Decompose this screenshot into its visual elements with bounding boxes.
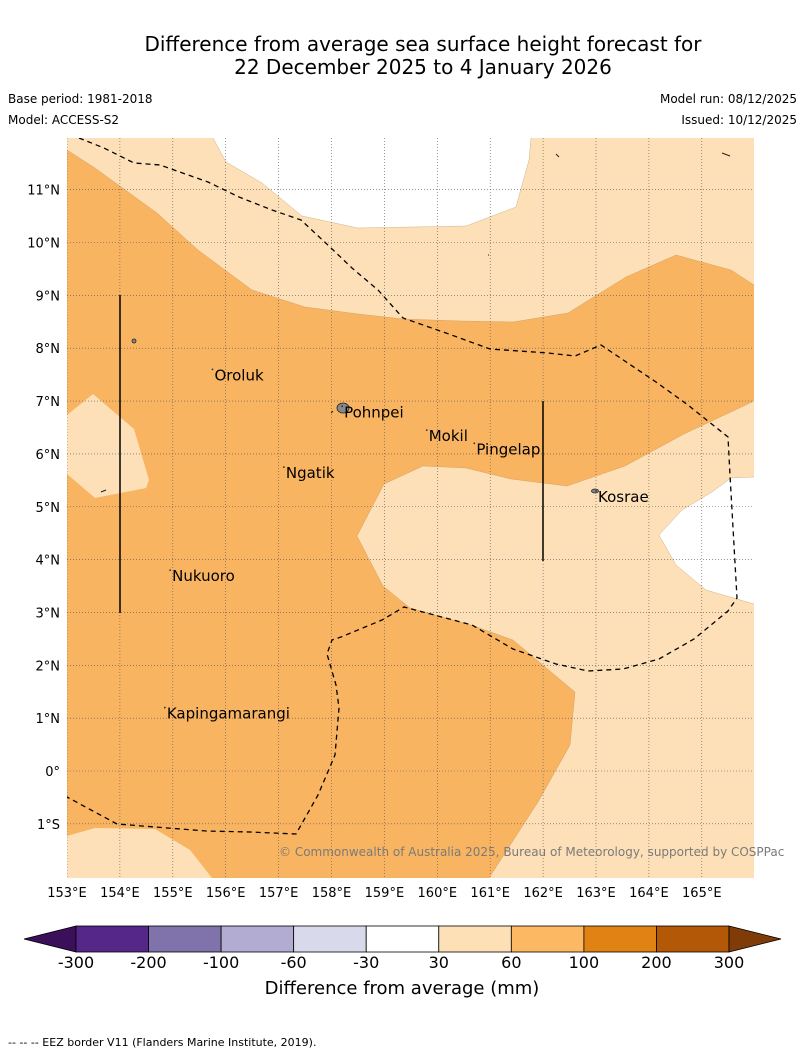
lat-tick-label: 6°N: [36, 448, 61, 463]
place-label-oroluk: Oroluk: [214, 366, 263, 384]
lon-tick-label: 154°E: [100, 886, 140, 901]
place-marker: [282, 466, 285, 469]
colorbar-tick-label: 200: [641, 953, 672, 972]
latitude-tick-labels: 11°N 10°N 9°N 8°N 7°N 6°N 5°N 4°N 3°N 2°N 1°N 0° 1°S: [27, 184, 60, 833]
place-marker: [425, 429, 428, 432]
lat-tick-label: 11°N: [27, 184, 60, 199]
place-label-mokil: Mokil: [429, 427, 468, 445]
lon-tick-label: 160°E: [418, 886, 458, 901]
island-north-west: [131, 338, 137, 344]
chart-title-line2: 22 December 2025 to 4 January 2026: [234, 55, 612, 79]
place-marker: [211, 368, 214, 371]
colorbar-tick-label: 30: [429, 953, 449, 972]
base-period: Base period: 1981-2018: [8, 92, 153, 106]
colorbar-title: Difference from average (mm): [264, 978, 540, 999]
lat-tick-label: 10°N: [27, 237, 60, 252]
lon-tick-label: 165°E: [682, 886, 722, 901]
chart-title-line1: Difference from average sea surface heig…: [144, 32, 702, 56]
lat-tick-label: 1°N: [36, 712, 61, 727]
place-label-pingelap: Pingelap: [476, 440, 540, 458]
lat-tick-label: 8°N: [36, 342, 61, 357]
eez-footnote: -- -- -- EEZ border V11 (Flanders Marine…: [8, 1036, 317, 1049]
lon-tick-label: 157°E: [259, 886, 299, 901]
colorbar-segment: [148, 925, 222, 953]
colorbar-segment: [510, 925, 585, 953]
colorbar-segment: [293, 925, 367, 953]
lon-tick-label: 159°E: [365, 886, 405, 901]
place-label-ngatik: Ngatik: [286, 464, 335, 482]
lon-tick-label: 161°E: [470, 886, 510, 901]
colorbar-tick-label: -100: [203, 953, 239, 972]
colorbar-tick-label: 100: [569, 953, 600, 972]
place-label-kosrae: Kosrae: [598, 488, 649, 506]
contour-light-southwest: [67, 828, 212, 878]
lat-tick-label: 9°N: [36, 289, 61, 304]
colorbar: -300 -200 -100 -60 -30 30 60 100 200 300: [23, 925, 782, 972]
lat-tick-label: 1°S: [37, 818, 60, 833]
copyright-credit: © Commonwealth of Australia 2025, Bureau…: [279, 845, 785, 859]
place-marker: [473, 442, 476, 445]
place-label-kapingamarangi: Kapingamarangi: [167, 705, 290, 723]
colorbar-tick-label: -30: [353, 953, 379, 972]
lon-tick-label: 158°E: [312, 886, 352, 901]
colorbar-segment: [365, 925, 440, 953]
colorbar-segment: [220, 925, 295, 953]
place-marker: [163, 706, 166, 709]
lon-tick-label: 163°E: [576, 886, 616, 901]
place-marker: [341, 405, 343, 408]
lon-tick-label: 164°E: [629, 886, 669, 901]
model-name: Model: ACCESS-S2: [8, 113, 120, 127]
colorbar-extend-low: [23, 925, 77, 953]
place-marker: [595, 489, 597, 492]
lat-tick-label: 5°N: [36, 501, 61, 516]
colorbar-extend-high: [728, 925, 782, 953]
model-run: Model run: 08/12/2025: [659, 92, 797, 106]
lon-tick-label: 155°E: [153, 886, 193, 901]
place-labels: Oroluk Pohnpei Mokil Pingelap Ngatik Kosrae Nu…: [163, 366, 649, 723]
place-label-pohnpei: Pohnpei: [344, 403, 404, 421]
colorbar-segment: [583, 925, 657, 953]
lat-tick-label: 0°: [45, 765, 60, 780]
colorbar-tick-label: 60: [501, 953, 521, 972]
contour-neutral-north: [213, 138, 531, 228]
lat-tick-label: 7°N: [36, 395, 61, 410]
lon-tick-label: 162°E: [523, 886, 563, 901]
gridlines: [67, 138, 754, 878]
lon-tick-label: 156°E: [206, 886, 246, 901]
colorbar-tick-label: -300: [58, 953, 94, 972]
lat-tick-label: 4°N: [36, 554, 61, 569]
small-islets: [100, 152, 731, 493]
contour-neutral-east: [659, 477, 754, 604]
eez-border: [67, 138, 738, 835]
colorbar-tick-label: -60: [281, 953, 307, 972]
lat-tick-label: 2°N: [36, 659, 61, 674]
kosrae-island: [591, 488, 599, 494]
colorbar-segment: [438, 925, 512, 953]
colorbar-tick-label: -200: [130, 953, 166, 972]
map-area: Oroluk Pohnpei Mokil Pingelap Ngatik Kosrae Nu…: [67, 138, 754, 878]
issued-date: Issued: 10/12/2025: [681, 113, 797, 127]
place-marker: [169, 569, 172, 572]
colorbar-segment: [75, 925, 149, 953]
colorbar-tick-label: 300: [714, 953, 745, 972]
lon-tick-label: 153°E: [47, 886, 87, 901]
pohnpei-island: [336, 402, 350, 414]
lat-tick-label: 3°N: [36, 606, 61, 621]
longitude-tick-labels: 153°E 154°E 155°E 156°E 157°E 158°E 159°E 160°E…: [47, 886, 721, 901]
islands: [131, 338, 599, 494]
contour-light-west: [67, 394, 149, 498]
contour-60-100: [67, 150, 754, 878]
place-label-nukuoro: Nukuoro: [172, 567, 235, 585]
contour-lines: [67, 138, 754, 878]
colorbar-segment: [656, 925, 730, 953]
